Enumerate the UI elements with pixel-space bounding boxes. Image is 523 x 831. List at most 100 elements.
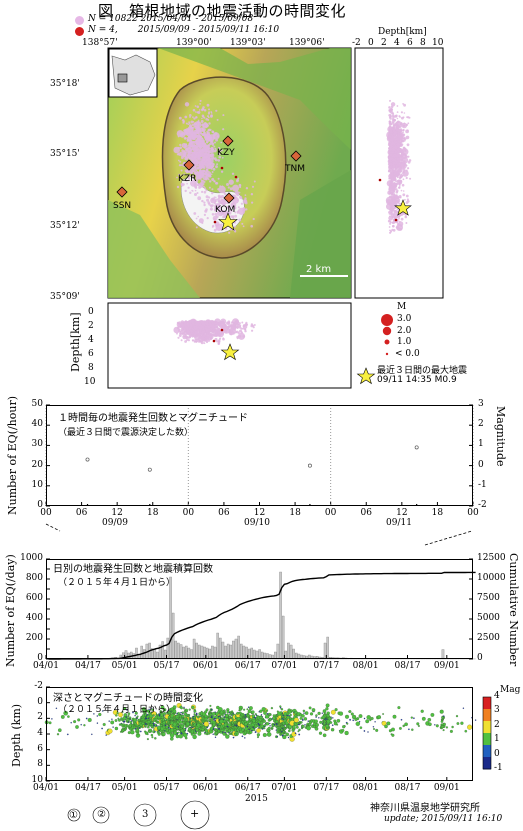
quake-point	[217, 147, 221, 150]
quake-point	[206, 217, 209, 220]
quake-point	[210, 140, 213, 144]
quake-point	[193, 140, 196, 143]
figure-title: 図 箱根地域の地震活動の時間変化	[98, 2, 347, 20]
quake-point	[188, 174, 191, 177]
quake-point	[188, 122, 191, 125]
ytick-label: 4	[37, 728, 43, 738]
quake-point	[210, 156, 213, 159]
colorbar-tick: -1	[494, 763, 503, 773]
map-lat-tick: 35°18'	[50, 79, 80, 89]
quake-point	[252, 217, 255, 221]
quake-point	[244, 194, 247, 197]
quake-point	[186, 182, 188, 185]
quake-point	[193, 122, 197, 126]
quake-point	[211, 226, 214, 228]
quake-point	[190, 145, 192, 148]
quake-point	[237, 206, 240, 209]
quake-point	[213, 196, 216, 198]
quake-point	[177, 146, 180, 150]
quake-point	[213, 180, 216, 183]
quake-point	[191, 167, 195, 170]
terrain-southwest	[108, 200, 200, 298]
quake-point	[194, 105, 197, 107]
xtick-label: 06/17	[234, 783, 261, 793]
quake-point	[217, 177, 220, 180]
size-legend-label: ①	[69, 810, 78, 821]
quake-point	[215, 165, 218, 169]
footer-org: 神奈川県温泉地学研究所	[370, 803, 480, 814]
quake-point	[194, 193, 197, 196]
ytick-label: 6	[37, 743, 43, 754]
quake-point	[211, 171, 214, 173]
map-lon-tick: 139°03'	[230, 38, 266, 48]
colorbar-segment	[483, 721, 491, 734]
quake-point	[176, 176, 178, 179]
quake-point	[204, 172, 207, 176]
quake-point	[196, 131, 200, 135]
quake-point	[198, 149, 201, 152]
quake-point	[192, 174, 195, 177]
quake-point	[213, 217, 217, 221]
quake-point	[203, 203, 206, 207]
quake-point	[226, 205, 230, 209]
quake-point	[197, 196, 202, 201]
colorbar-tick: 2	[494, 719, 500, 730]
quake-point	[206, 198, 210, 202]
quake-point	[213, 158, 216, 160]
quake-point	[180, 150, 187, 158]
quake-point	[195, 111, 197, 113]
quake-point	[200, 176, 203, 179]
quake-point	[251, 185, 255, 188]
legend-recent-text: N = 4, 2015/09/09 - 2015/09/11 16:10	[88, 25, 280, 35]
quake-point	[240, 202, 243, 205]
xtick-label: 06/01	[192, 783, 219, 793]
chart-depth-xlabel: 2015	[245, 794, 268, 804]
quake-point	[228, 179, 234, 185]
quake-point	[227, 186, 230, 189]
quake-point	[241, 222, 244, 225]
quake-point	[199, 99, 202, 102]
xtick-label: 09/01	[433, 783, 460, 793]
quake-point	[226, 183, 229, 186]
size-legend-label: ②	[97, 809, 106, 820]
quake-point	[217, 197, 220, 201]
quake-point	[220, 141, 223, 144]
map-lat-tick: 35°09'	[50, 292, 80, 302]
quake-point	[220, 211, 223, 213]
legend-all-text: N = 10822 2015/04/01 - 2015/09/08	[88, 14, 254, 24]
quake-point	[215, 196, 217, 199]
quake-point	[200, 120, 204, 123]
quake-point	[222, 200, 225, 203]
quake-point	[253, 180, 256, 183]
quake-point	[211, 198, 215, 201]
quake-point	[202, 185, 205, 188]
chart-depth-subtitle: （２０１５年４月１日から）	[58, 705, 176, 715]
quake-point	[179, 146, 182, 150]
quake-point	[213, 208, 216, 211]
inset-region	[117, 73, 128, 83]
chart-depth-ylabel: Depth (km)	[10, 703, 23, 767]
colorbar-tick: 4	[494, 691, 500, 701]
quake-point	[210, 111, 213, 113]
quake-point	[205, 117, 208, 121]
colorbar-label: Mag	[500, 685, 521, 695]
quake-point	[189, 125, 192, 128]
quake-point	[213, 145, 216, 148]
colorbar-segment	[483, 709, 491, 722]
quake-point	[220, 223, 223, 226]
quake-point	[195, 226, 198, 229]
quake-point	[193, 212, 197, 215]
quake-point	[203, 201, 206, 204]
colorbar-segment	[483, 697, 491, 710]
quake-point	[214, 200, 217, 203]
quake-point	[212, 156, 215, 159]
quake-point	[207, 112, 210, 115]
xtick-label: 07/17	[313, 783, 340, 793]
quake-point	[234, 225, 236, 228]
quake-point	[188, 146, 191, 150]
quake-point	[187, 176, 190, 180]
xtick-label: 08/17	[394, 783, 421, 793]
quake-point	[209, 180, 212, 183]
quake-point	[207, 115, 209, 118]
